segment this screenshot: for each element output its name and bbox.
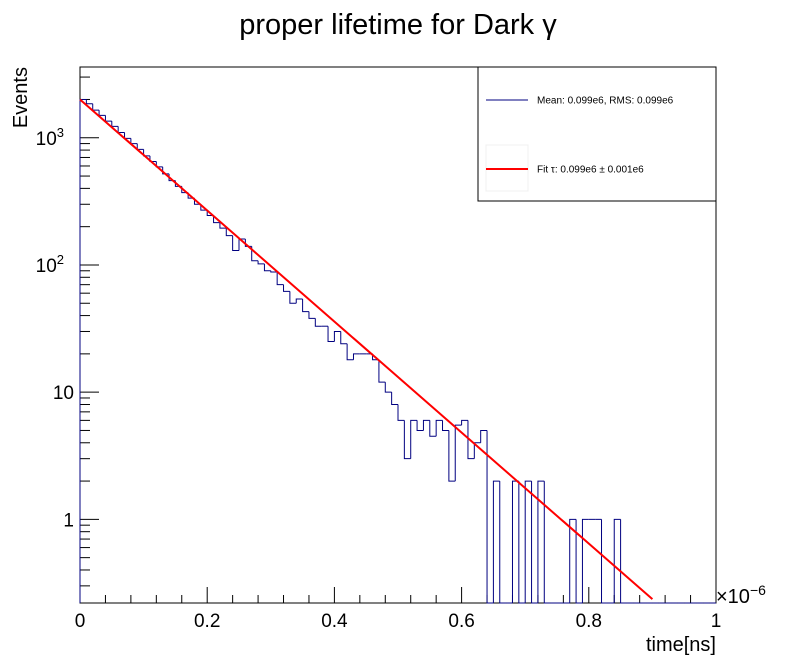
histogram-bin bbox=[340, 331, 348, 345]
y-tick-base: 10 bbox=[53, 383, 74, 404]
histogram-bin bbox=[403, 420, 411, 460]
histogram-bin bbox=[537, 480, 545, 603]
histogram-bin bbox=[435, 419, 443, 437]
histogram-bin bbox=[219, 222, 227, 229]
histogram-bin bbox=[225, 228, 233, 237]
x-tick-label: 0 bbox=[75, 611, 86, 632]
histogram-bin bbox=[378, 359, 386, 383]
histogram-bin bbox=[613, 518, 621, 603]
y-tick-label: 103 bbox=[36, 125, 64, 150]
histogram-bin bbox=[467, 420, 475, 460]
fit-curve bbox=[79, 98, 654, 600]
y-tick-base: 10 bbox=[36, 256, 57, 277]
x-axis-exponent: ×10−6 bbox=[716, 582, 766, 608]
histogram-bin bbox=[524, 480, 532, 603]
histogram-bin bbox=[499, 481, 507, 604]
histogram-bin bbox=[620, 519, 627, 604]
histogram-bin bbox=[581, 518, 589, 603]
histogram-bin bbox=[276, 272, 284, 286]
histogram-bin bbox=[454, 424, 462, 482]
histogram-bin bbox=[461, 419, 468, 426]
x-axis-label: time[ns] bbox=[646, 634, 716, 656]
histogram-bin bbox=[314, 318, 322, 327]
y-tick-base: 10 bbox=[36, 129, 57, 150]
legend-box bbox=[477, 66, 717, 202]
y-tick-label: 10 bbox=[53, 383, 74, 404]
y-tick-exponent: 3 bbox=[57, 125, 64, 140]
histogram-bin bbox=[391, 392, 398, 405]
histogram-bin bbox=[251, 246, 259, 262]
fit-layer bbox=[79, 98, 654, 600]
histogram-layer bbox=[79, 98, 716, 604]
histogram-bin bbox=[397, 404, 405, 421]
y-tick-base: 1 bbox=[63, 510, 74, 531]
histogram-bin bbox=[442, 420, 449, 431]
histogram-bin bbox=[531, 481, 538, 604]
histogram-bin bbox=[486, 430, 494, 604]
legend-histogram-label: Mean: 0.099e6, RMS: 0.099e6 bbox=[537, 96, 674, 107]
legend-fit-label: Fit τ: 0.099e6 ± 0.001e6 bbox=[537, 165, 644, 176]
histogram-bin bbox=[263, 263, 271, 272]
histogram-bin bbox=[213, 215, 220, 224]
histogram-bin bbox=[480, 429, 488, 443]
chart-title: proper lifetime for Dark γ bbox=[239, 9, 557, 41]
histogram-bin bbox=[575, 519, 583, 604]
x-tick-label: 0.6 bbox=[448, 611, 474, 632]
histogram-bin bbox=[448, 430, 456, 482]
histogram-bin bbox=[302, 298, 309, 313]
histogram-bin bbox=[429, 420, 437, 437]
x-tick-label: 0.4 bbox=[321, 611, 348, 632]
histogram-bin bbox=[327, 326, 335, 343]
histogram-bin bbox=[384, 382, 392, 393]
histogram-bin bbox=[283, 284, 290, 292]
histogram-bin bbox=[333, 330, 341, 342]
histogram-bin bbox=[346, 343, 354, 361]
y-tick-label: 1 bbox=[63, 510, 74, 531]
histogram-bin bbox=[569, 518, 577, 603]
histogram-bin bbox=[601, 519, 608, 604]
y-axis-label: Events bbox=[10, 67, 32, 128]
histogram-bin bbox=[422, 419, 430, 431]
legend: Mean: 0.099e6, RMS: 0.099e6 Fit τ: 0.099… bbox=[477, 66, 717, 202]
x-exponent-base: ×10 bbox=[716, 586, 750, 608]
histogram-bin bbox=[308, 311, 316, 319]
histogram-bin bbox=[492, 480, 500, 603]
histogram-bin bbox=[270, 270, 278, 273]
histogram-bin bbox=[295, 298, 303, 304]
histogram-bin bbox=[410, 419, 418, 459]
histogram-bin bbox=[162, 166, 170, 175]
y-tick-label: 102 bbox=[36, 252, 64, 277]
histogram-bin bbox=[543, 481, 551, 604]
histogram-bin bbox=[289, 291, 297, 304]
x-exponent-power: −6 bbox=[750, 582, 766, 598]
x-axis: 0 0.2 0.4 0.6 0.8 1 bbox=[75, 587, 722, 632]
histogram-bin bbox=[352, 353, 360, 360]
y-tick-exponent: 2 bbox=[57, 252, 64, 267]
histogram-bin bbox=[232, 235, 239, 251]
histogram-bin bbox=[518, 481, 526, 604]
histogram-bin bbox=[416, 420, 424, 431]
x-tick-label: 1 bbox=[711, 611, 722, 632]
histogram-bin bbox=[257, 260, 265, 265]
x-tick-label: 0.8 bbox=[576, 611, 602, 632]
x-tick-label: 0.2 bbox=[194, 611, 220, 632]
